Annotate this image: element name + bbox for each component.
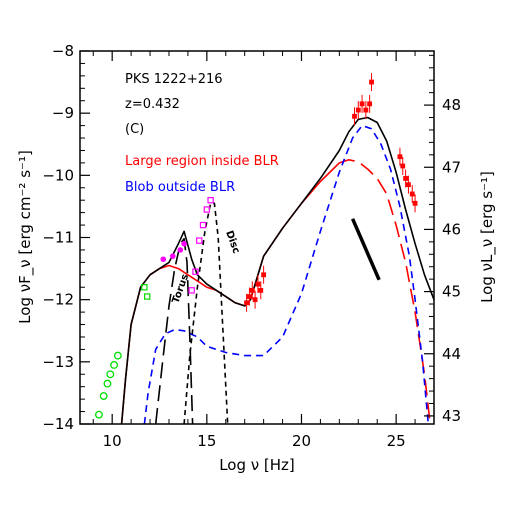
point-radio-0 [94,410,103,419]
point-VHE-3 [406,182,411,188]
y-right-tick-label-43: 43 [442,407,461,425]
model-curves [120,116,435,425]
data-points [94,73,418,419]
point-radio-5 [113,351,122,360]
y-right-tick-label-46: 46 [442,220,461,238]
series-line-1 [339,159,431,425]
point-X-ray-2 [249,287,255,293]
y-tick-label--13: −13 [42,353,74,371]
point-VHE-0 [397,154,403,160]
point-optical-3 [181,240,187,247]
point-optical-UV-5 [207,197,214,204]
y-tick-label--11: −11 [42,229,74,247]
point-gamma-1 [355,107,361,113]
redshift-label: z=0.432 [125,97,180,112]
point-VHE-1 [400,163,406,169]
point-gamma-2 [359,101,365,107]
point-gamma-0 [352,113,357,119]
y-right-tick-label-47: 47 [442,158,461,176]
point-VHE-2 [403,176,409,181]
point-VHE-5 [412,200,418,206]
series-line-4 [154,237,194,425]
y-axis-title-right: Log νL_ν [erg s⁻¹] [478,171,497,303]
point-optical-UV-0 [188,287,195,294]
point-optical-2 [177,247,184,253]
y-right-tick-label-44: 44 [442,345,461,363]
series-line-2 [143,124,430,425]
series-line-6 [350,218,381,281]
panel-label: (C) [125,122,144,137]
disc-label: Disc [223,229,241,255]
point-radio-1 [99,392,108,400]
axis-ticks [80,50,434,425]
point-X-ray-1 [247,294,252,299]
y-tick-label--12: −12 [42,291,74,309]
legend-entry-blue: Blob outside BLR [125,180,235,195]
point-radio-3 [106,370,115,379]
legend-entry-red: Large region inside BLR [125,154,279,169]
series-line-0 [120,162,340,425]
point-IR-0 [141,284,148,291]
y-tick-label--14: −14 [42,415,74,433]
y-tick-label--10: −10 [42,166,74,184]
point-optical-UV-2 [196,237,203,244]
point-X-ray-3 [252,297,258,303]
y-tick-label--8: −8 [52,42,74,60]
source-name: PKS 1222+216 [125,72,223,87]
x-axis-title: Log ν [Hz] [219,456,295,474]
point-X-ray-4 [255,281,261,287]
point-optical-UV-1 [192,268,199,275]
point-gamma-5 [369,79,374,85]
tick-labels: 10 15 20 25 −14 −13 −12 −11 −10 −9 −8 43 44 45 46 47 48 [42,42,461,450]
x-tick-label-25: 25 [387,432,406,450]
y-axis-title: Log νF_ν [erg cm⁻² s⁻¹] [16,150,35,324]
point-radio-2 [103,379,112,388]
point-optical-UV-4 [203,206,211,213]
point-optical-0 [160,256,167,263]
series-line-3 [120,116,435,425]
point-IR-1 [144,293,151,300]
y-right-tick-label-48: 48 [442,96,461,114]
point-gamma-4 [367,101,373,107]
point-optical-1 [169,253,176,259]
point-X-ray-5 [258,287,264,293]
point-optical-UV-3 [199,221,207,229]
y-tick-label--9: −9 [52,104,74,122]
series-line-5 [183,202,229,425]
point-radio-4 [110,360,119,369]
y-right-tick-label-45: 45 [442,283,461,301]
x-tick-label-20: 20 [292,432,311,450]
point-X-ray-6 [261,272,267,278]
point-VHE-4 [409,191,415,197]
x-tick-label-10: 10 [103,432,122,450]
point-X-ray-0 [244,300,249,306]
point-gamma-3 [363,107,369,113]
x-tick-label-15: 15 [197,432,216,450]
